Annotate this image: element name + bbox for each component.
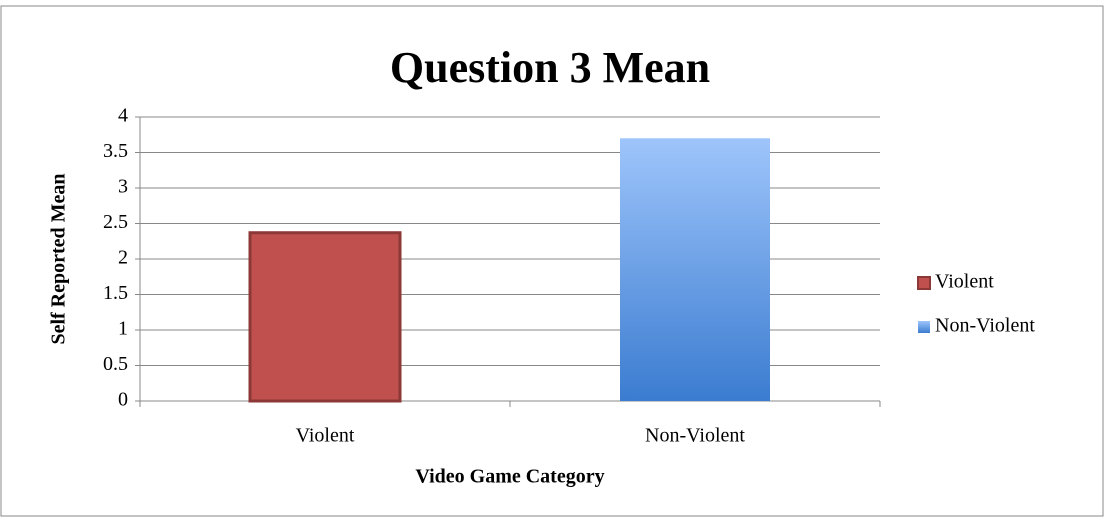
bar xyxy=(620,138,770,402)
legend-label: Non-Violent xyxy=(935,315,1035,337)
x-axis-label: Video Game Category xyxy=(415,466,604,488)
legend-swatch xyxy=(917,276,931,290)
chart-border xyxy=(0,5,1104,517)
y-axis-label: Self Reported Mean xyxy=(48,173,70,344)
y-tick-label: 1 xyxy=(118,318,128,340)
y-tick-label: 3.5 xyxy=(103,140,128,162)
x-tick-label: Violent xyxy=(296,425,355,447)
y-tick-label: 0 xyxy=(118,389,128,411)
x-tick-label: Non-Violent xyxy=(645,425,745,447)
legend-label: Violent xyxy=(935,271,994,293)
y-tick-label: 0.5 xyxy=(103,353,128,375)
chart-title: Question 3 Mean xyxy=(390,43,710,92)
y-tick-label: 1.5 xyxy=(103,282,128,304)
y-tick-label: 4 xyxy=(118,105,128,127)
bar xyxy=(248,231,402,403)
y-tick-label: 2.5 xyxy=(103,211,128,233)
y-tick-label: 3 xyxy=(118,176,128,198)
y-tick-label: 2 xyxy=(118,247,128,269)
legend-swatch xyxy=(918,321,930,333)
